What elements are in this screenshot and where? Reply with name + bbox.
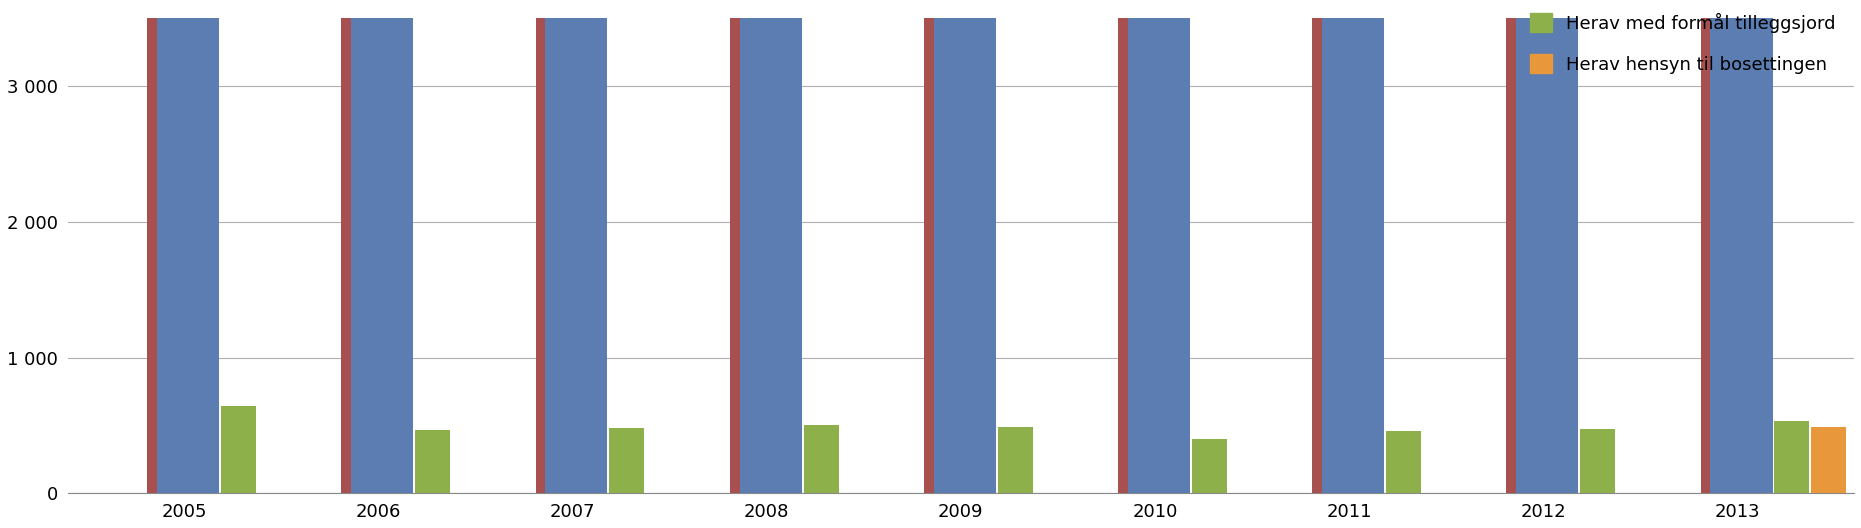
Bar [1312,0,1323,493]
Bar [1710,0,1772,493]
Bar [536,0,547,493]
Bar [1517,0,1578,493]
Bar [352,0,413,493]
Bar [415,430,450,493]
Bar [1128,0,1189,493]
Bar [739,0,802,493]
Bar [1118,0,1130,493]
Bar [156,0,220,493]
Legend: Herav med formål tilleggsjord, Herav hensyn til bosettingen: Herav med formål tilleggsjord, Herav hen… [1520,4,1844,83]
Bar [147,0,158,493]
Bar [1701,0,1712,493]
Bar [730,0,741,493]
Bar [341,0,354,493]
Bar [1811,427,1846,493]
Bar [1774,421,1809,493]
Bar [1321,0,1385,493]
Bar [997,427,1033,493]
Bar [923,0,936,493]
Bar [609,428,644,493]
Bar [1191,439,1226,493]
Bar [934,0,996,493]
Bar [1507,0,1519,493]
Bar [1386,431,1422,493]
Bar [804,426,839,493]
Bar [1580,429,1615,493]
Bar [221,407,257,493]
Bar [545,0,607,493]
